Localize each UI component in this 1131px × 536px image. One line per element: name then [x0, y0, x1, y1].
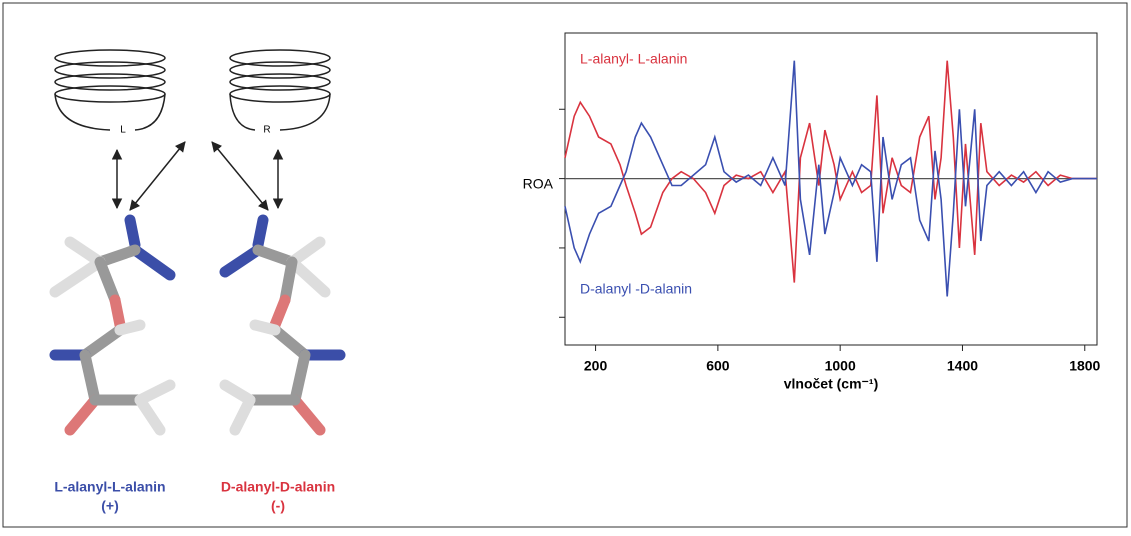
left-molecule — [49, 214, 176, 436]
series-line — [564, 60, 1097, 283]
right-helix — [229, 49, 331, 131]
x-tick-label: 200 — [584, 358, 608, 374]
left-helix — [54, 49, 166, 131]
molecule-label: D-alanyl-D-alanin — [221, 479, 335, 495]
helix-label: R — [263, 125, 270, 136]
x-tick-label: 600 — [706, 358, 730, 374]
molecule-label: L-alanyl-L-alanin — [54, 479, 165, 495]
x-tick-label: 1400 — [947, 358, 978, 374]
x-tick-label: 1800 — [1069, 358, 1100, 374]
helix-label: L — [120, 125, 126, 136]
sign-label: (+) — [101, 498, 119, 514]
y-axis-label: ROA — [523, 175, 554, 191]
plot-frame — [564, 32, 1098, 346]
x-tick-label: 1000 — [825, 358, 856, 374]
series-line — [564, 60, 1097, 297]
right-molecule — [219, 214, 346, 436]
sign-label: (-) — [271, 498, 285, 514]
x-axis-label: vlnočet (cm⁻¹) — [784, 376, 879, 392]
legend-label: L-alanyl- L-alanin — [580, 51, 687, 67]
arrows — [111, 141, 284, 211]
legend-label: D-alanyl -D-alanin — [580, 281, 692, 297]
